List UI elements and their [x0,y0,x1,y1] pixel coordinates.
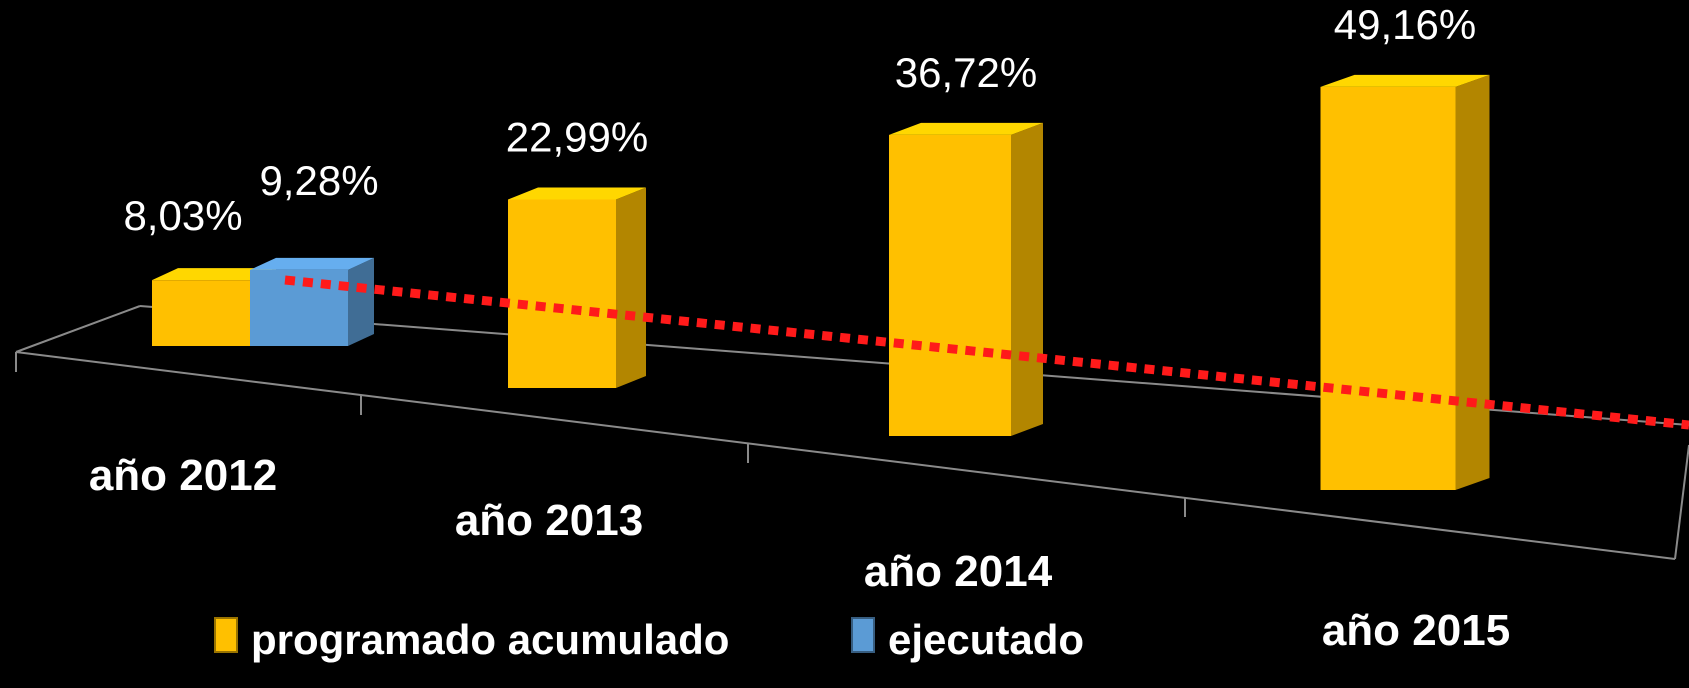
x-tick-label: año 2014 [864,547,1053,596]
bar [250,269,348,346]
bar [1320,86,1456,490]
trend-line [284,275,1689,430]
value-label: 8,03% [123,192,242,239]
bar-top [1320,74,1490,87]
bar-side [348,257,374,346]
bar-top [508,187,646,200]
bars [152,74,1490,490]
x-tick-label: año 2012 [89,451,277,500]
floor-edge [15,305,141,353]
bar-side [1011,122,1043,437]
x-tick-label: año 2013 [455,496,643,545]
x-tick-label: año 2015 [1322,606,1510,655]
value-label: 49,16% [1334,1,1476,48]
value-label: 36,72% [895,49,1037,96]
bar [889,134,1011,436]
bar-top [250,257,374,270]
bar [152,280,250,346]
legend-swatch [851,617,875,653]
legend-label: programado acumulado [251,616,729,663]
floor-edge [1674,444,1689,560]
bar-top [152,268,276,281]
floor-edge [15,351,1676,560]
legend-label: ejecutado [888,616,1084,663]
value-label: 22,99% [506,113,648,160]
legend-swatch [214,617,238,653]
bar-side [616,187,646,388]
bar-top [889,122,1043,135]
value-label: 9,28% [259,157,378,204]
labels: 8,03% 9,28% año 2012 22,99% año 2013 36,72% añ… [89,1,1510,663]
bar-side [1455,74,1490,490]
bar [508,199,616,388]
